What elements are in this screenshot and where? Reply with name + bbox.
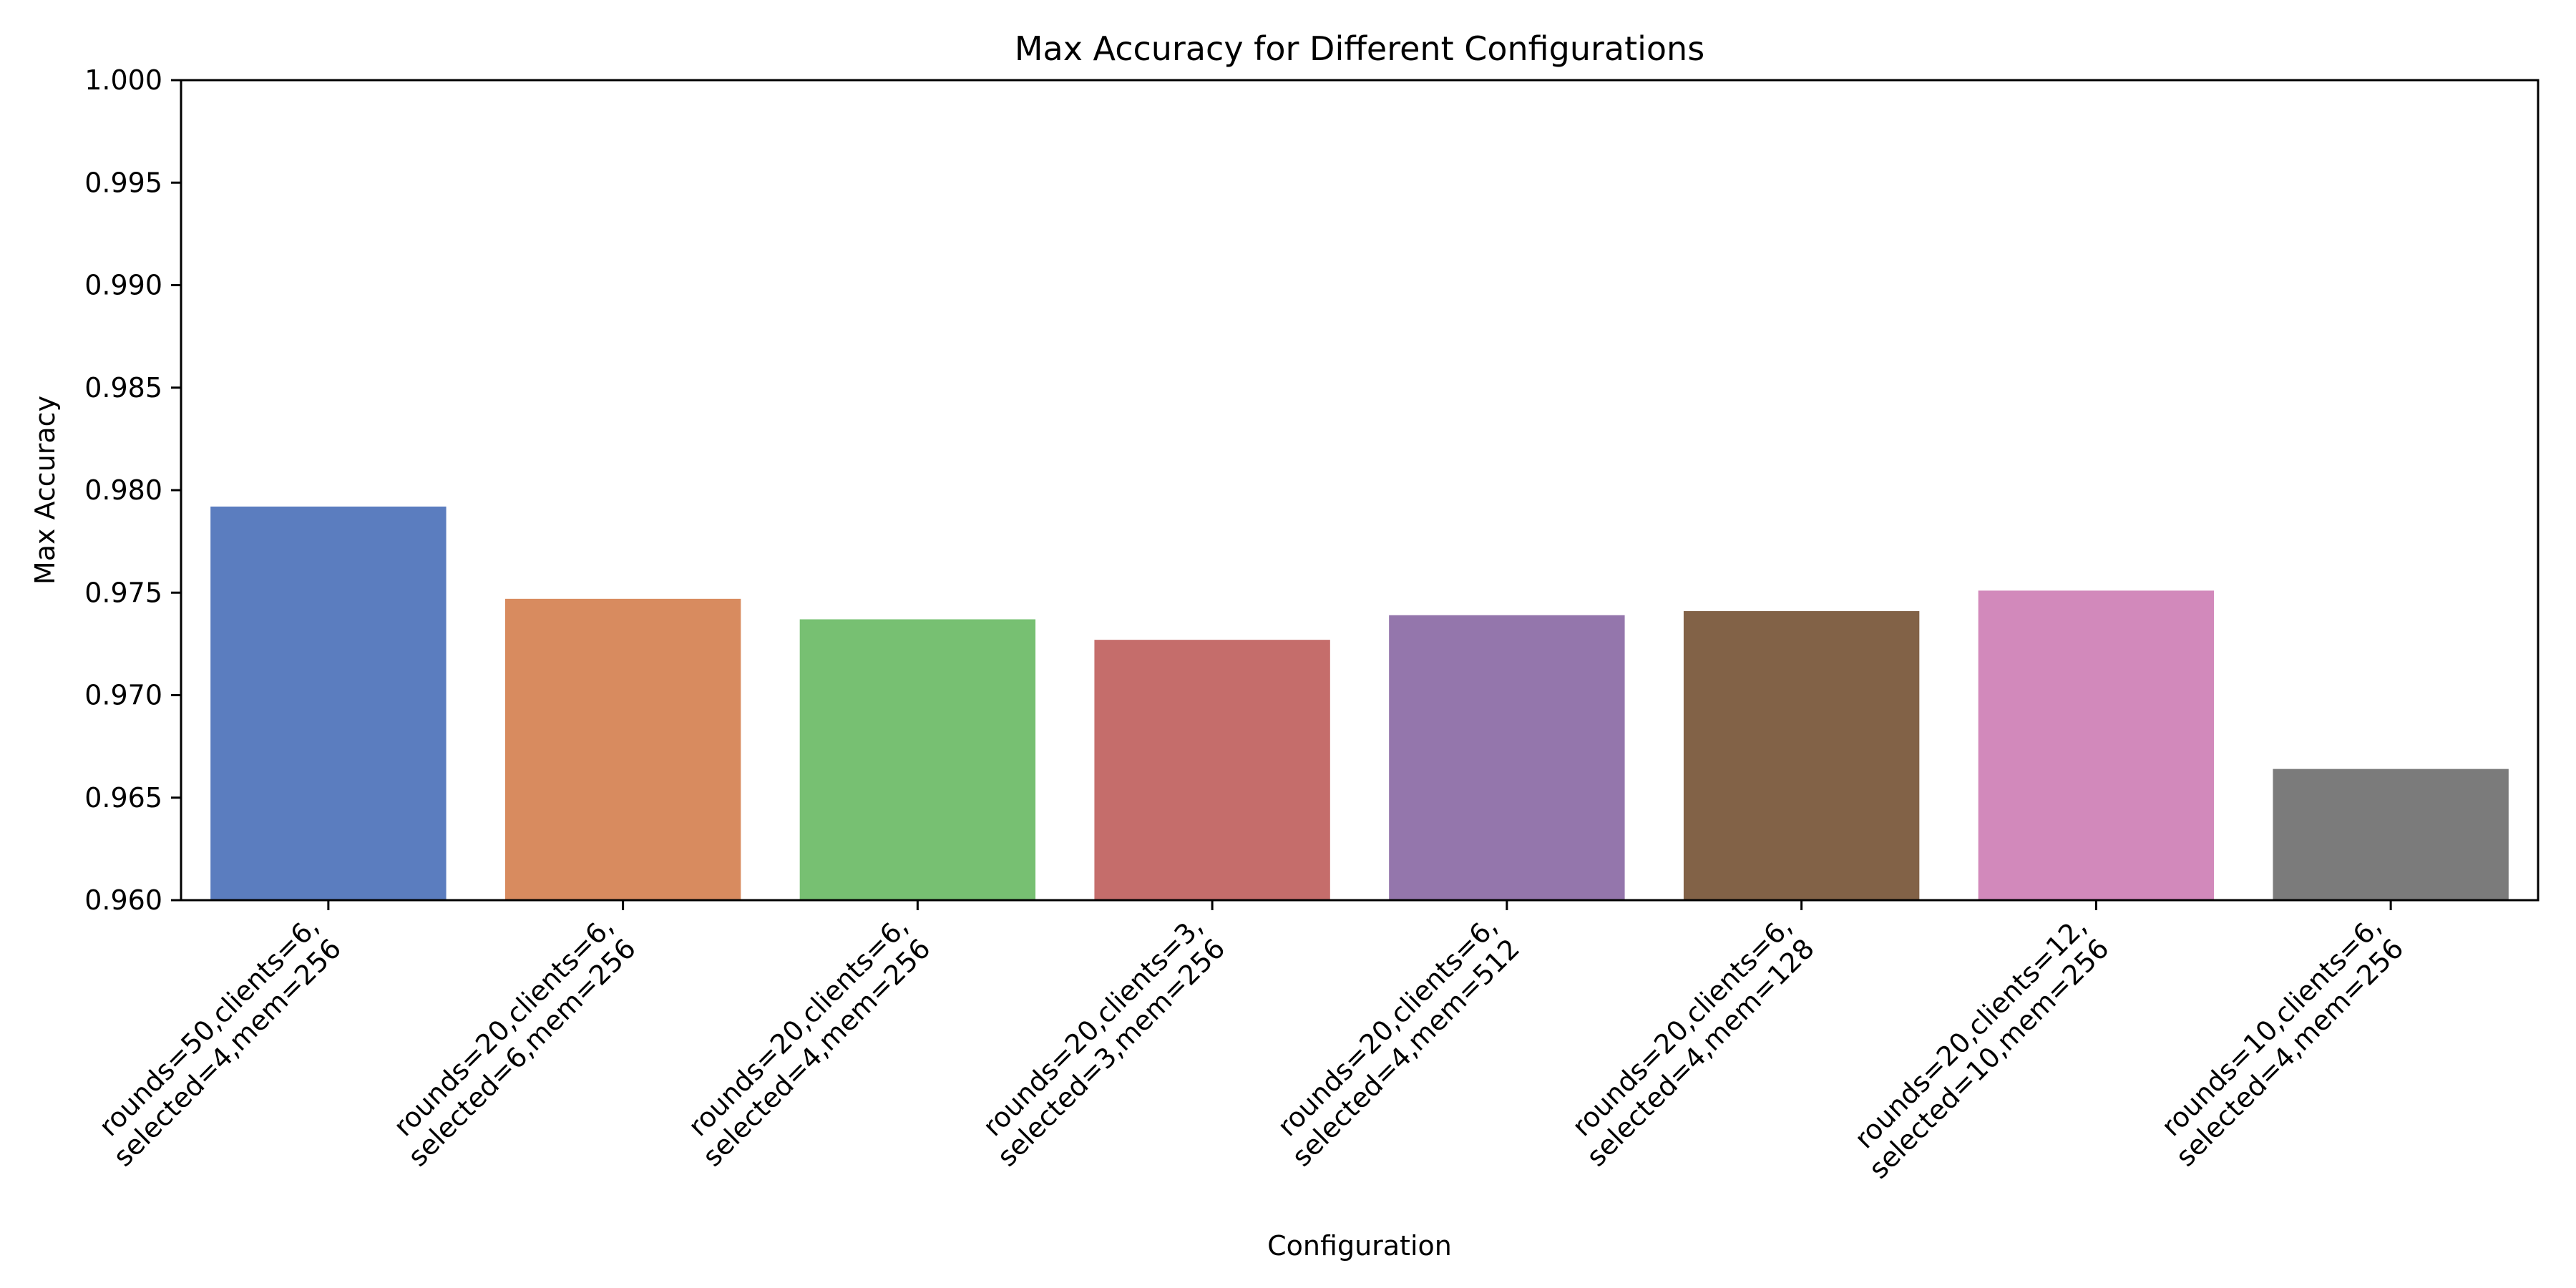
y-tick-label-9: 1.000 <box>84 64 162 96</box>
bar-4 <box>1094 640 1330 900</box>
bar-5 <box>1389 615 1625 900</box>
bars <box>210 506 2509 900</box>
bar-6 <box>1683 611 1920 900</box>
y-tick-label-8: 0.995 <box>84 167 162 198</box>
x-axis-title: Configuration <box>1267 1230 1452 1262</box>
x-tick-label-5: rounds=20,clients=6,selected=4,mem=512 <box>1264 910 1526 1172</box>
x-tick-label-1: rounds=50,clients=6,selected=4,mem=256 <box>85 910 347 1172</box>
bar-8 <box>2273 769 2509 900</box>
x-tick-label-3: rounds=20,clients=6,selected=4,mem=256 <box>674 910 936 1172</box>
x-tick-label-4: rounds=20,clients=3,selected=3,mem=256 <box>969 910 1231 1172</box>
x-tick-label-2: rounds=20,clients=6,selected=6,mem=256 <box>379 910 641 1172</box>
y-tick-label-6: 0.985 <box>84 372 162 404</box>
x-tick-label-6: rounds=20,clients=6,selected=4,mem=128 <box>1558 910 1820 1172</box>
y-tick-label-2: 0.965 <box>84 782 162 814</box>
y-tick-label-5: 0.980 <box>84 474 162 506</box>
bar-2 <box>504 598 741 900</box>
y-tick-label-7: 0.990 <box>84 270 162 301</box>
y-tick-label-4: 0.975 <box>84 577 162 608</box>
bar-1 <box>210 506 447 900</box>
y-tick-label-1: 0.960 <box>84 884 162 916</box>
y-axis-title: Max Accuracy <box>29 396 61 585</box>
x-tick-label-8: rounds=10,clients=6,selected=4,mem=256 <box>2147 910 2409 1172</box>
bar-3 <box>799 619 1036 900</box>
y-axis: 0.960 0.965 0.970 0.975 0.980 0.985 0.990 0.995… <box>84 64 181 916</box>
y-tick-label-3: 0.970 <box>84 680 162 711</box>
chart-title: Max Accuracy for Different Configuration… <box>1015 29 1704 68</box>
x-tick-label-7: rounds=20,clients=12,selected=10,mem=256 <box>1840 910 2115 1185</box>
x-axis: rounds=50,clients=6,selected=4,mem=256 ro… <box>85 900 2409 1185</box>
plot-frame <box>180 79 2540 902</box>
bar-7 <box>1978 590 2215 900</box>
